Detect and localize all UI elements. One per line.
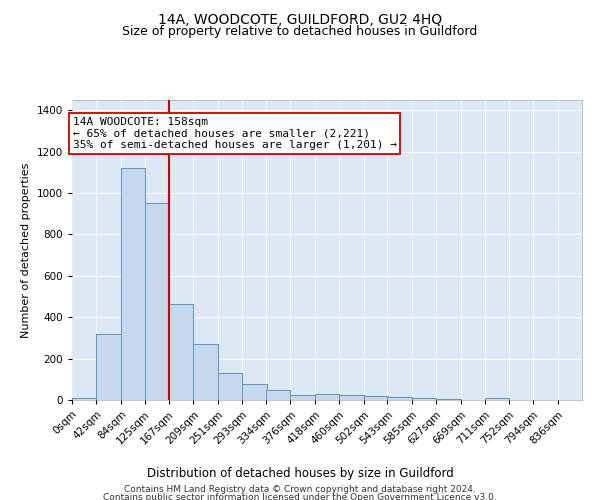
Text: Distribution of detached houses by size in Guildford: Distribution of detached houses by size … [146, 468, 454, 480]
Bar [364, 396, 388, 400]
Bar [485, 398, 509, 400]
Bar [315, 394, 339, 400]
Bar [364, 396, 388, 400]
Bar [193, 344, 218, 400]
Text: Contains public sector information licensed under the Open Government Licence v3: Contains public sector information licen… [103, 494, 497, 500]
Bar [145, 204, 169, 400]
Text: 14A WOODCOTE: 158sqm
← 65% of detached houses are smaller (2,221)
35% of semi-de: 14A WOODCOTE: 158sqm ← 65% of detached h… [73, 116, 397, 150]
Bar [72, 398, 97, 400]
Bar [436, 399, 461, 400]
Text: Size of property relative to detached houses in Guildford: Size of property relative to detached ho… [122, 25, 478, 38]
Bar [242, 384, 266, 400]
Bar [218, 373, 242, 400]
Bar [169, 304, 193, 400]
Bar [290, 395, 315, 400]
Bar [315, 394, 339, 400]
Bar [72, 398, 97, 400]
Bar [290, 395, 315, 400]
Bar [266, 390, 290, 400]
Bar [266, 390, 290, 400]
Text: 14A, WOODCOTE, GUILDFORD, GU2 4HQ: 14A, WOODCOTE, GUILDFORD, GU2 4HQ [158, 12, 442, 26]
Bar [339, 395, 364, 400]
Bar [121, 168, 145, 400]
Bar [388, 397, 412, 400]
Bar [242, 384, 266, 400]
Bar [412, 398, 436, 400]
Bar [169, 304, 193, 400]
Bar [121, 168, 145, 400]
Bar [436, 399, 461, 400]
Bar [412, 398, 436, 400]
Text: Contains HM Land Registry data © Crown copyright and database right 2024.: Contains HM Land Registry data © Crown c… [124, 485, 476, 494]
Y-axis label: Number of detached properties: Number of detached properties [21, 162, 31, 338]
Bar [218, 373, 242, 400]
Bar [97, 334, 121, 400]
Bar [485, 398, 509, 400]
Bar [145, 204, 169, 400]
Bar [193, 344, 218, 400]
Bar [388, 397, 412, 400]
Bar [339, 395, 364, 400]
Bar [97, 334, 121, 400]
